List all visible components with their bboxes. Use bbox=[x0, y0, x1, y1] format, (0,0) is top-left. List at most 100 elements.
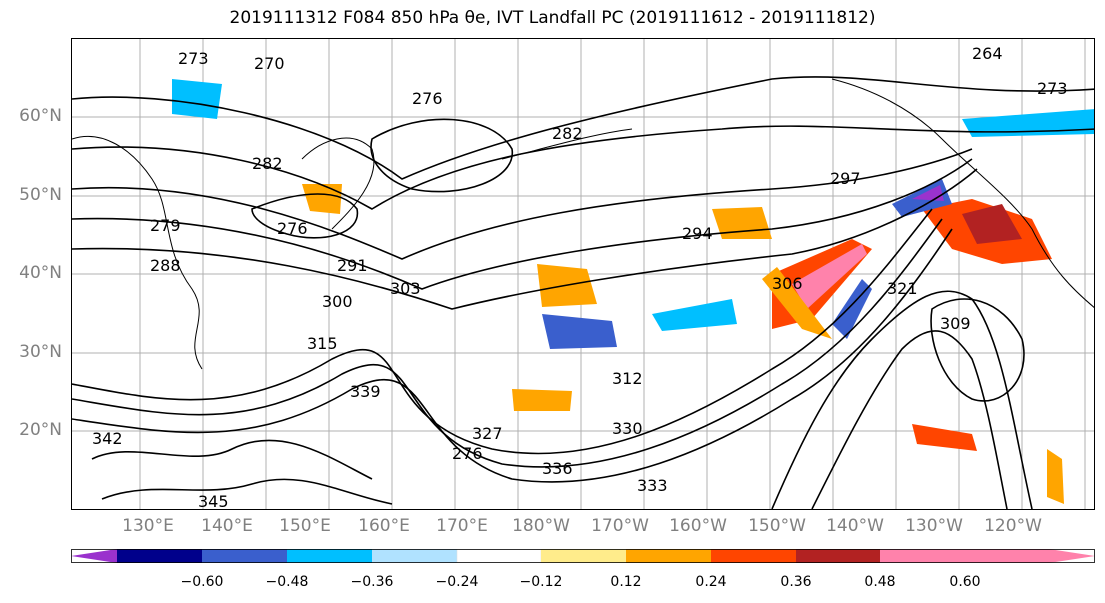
lon-label-150e: 150°E bbox=[279, 516, 331, 536]
colorbar-tick-label: −0.48 bbox=[265, 574, 309, 590]
contour-label: 342 bbox=[92, 429, 123, 448]
contour-line bbox=[930, 298, 1025, 402]
colorbar-swatch bbox=[626, 549, 711, 563]
contour-line bbox=[72, 168, 978, 310]
contour-label: 345 bbox=[198, 492, 229, 510]
coastline-asia bbox=[72, 135, 203, 370]
contour-label: 333 bbox=[637, 476, 668, 495]
contour-label: 312 bbox=[612, 369, 643, 388]
colorbar-tick-label: −0.36 bbox=[350, 574, 394, 590]
positive-patch-kamchatka bbox=[302, 184, 342, 214]
negative-patch-dateline bbox=[542, 314, 617, 349]
lon-label-130e: 130°E bbox=[122, 516, 174, 536]
map-svg: 273 270 276 282 279 276 282 288 291 294 … bbox=[72, 39, 1094, 510]
lon-label-160e: 160°E bbox=[358, 516, 410, 536]
colorbar-tick-label: −0.24 bbox=[435, 574, 479, 590]
colorbar-tick-label: −0.12 bbox=[519, 574, 563, 590]
colorbar-arrow-low bbox=[71, 549, 117, 563]
contour-line bbox=[101, 478, 393, 505]
lat-label-30n: 30°N bbox=[19, 342, 62, 362]
colorbar-tick-label: 0.48 bbox=[864, 574, 896, 590]
lon-label-150w: 150°W bbox=[748, 516, 806, 536]
contour-label: 303 bbox=[390, 279, 421, 298]
contour-label: 336 bbox=[542, 459, 573, 478]
colorbar-swatch bbox=[880, 549, 965, 563]
colorbar-tick-label: −0.60 bbox=[180, 574, 224, 590]
figure-title: 2019111312 F084 850 hPa θe, IVT Landfall… bbox=[229, 8, 876, 28]
positive-patch-coast-core bbox=[962, 204, 1022, 244]
contour-label: 282 bbox=[252, 154, 283, 173]
contour-label: 339 bbox=[350, 382, 381, 401]
lon-label-160w: 160°W bbox=[669, 516, 727, 536]
contour-line bbox=[72, 76, 1094, 180]
contour-label: 327 bbox=[472, 424, 503, 443]
contour-label: 291 bbox=[337, 256, 368, 275]
map-panel: 273 270 276 282 279 276 282 288 291 294 … bbox=[71, 38, 1095, 510]
contour-label: 321 bbox=[887, 279, 918, 298]
contour-label: 276 bbox=[277, 219, 308, 238]
colorbar-tick-label: 0.60 bbox=[949, 574, 981, 590]
contour-labels: 273 270 276 282 279 276 282 288 291 294 … bbox=[92, 44, 1068, 510]
coastlines bbox=[72, 78, 1094, 370]
contour-line bbox=[811, 330, 1008, 509]
colorbar-swatch bbox=[117, 549, 202, 563]
lon-label-120w: 120°W bbox=[984, 516, 1042, 536]
lat-label-40n: 40°N bbox=[19, 263, 62, 283]
contour-label: 276 bbox=[412, 89, 443, 108]
lon-label-140e: 140°E bbox=[201, 516, 253, 536]
contour-label: 279 bbox=[150, 216, 181, 235]
contour-label: 264 bbox=[972, 44, 1003, 63]
lon-label-140w: 140°W bbox=[826, 516, 884, 536]
contour-line bbox=[72, 148, 973, 260]
colorbar-swatch bbox=[202, 549, 287, 563]
contour-line bbox=[72, 218, 943, 468]
lon-label-170e: 170°E bbox=[436, 516, 488, 536]
contour-label: 276 bbox=[452, 444, 483, 463]
lat-label-20n: 20°N bbox=[19, 420, 62, 440]
colorbar-tick-label: 0.24 bbox=[695, 574, 727, 590]
contour-label: 282 bbox=[552, 124, 583, 143]
positive-patch-edge bbox=[762, 267, 832, 339]
contour-label: 273 bbox=[178, 49, 209, 68]
contour-line bbox=[72, 125, 1094, 210]
colorbar-arrow-high bbox=[965, 549, 1095, 563]
contour-line bbox=[91, 439, 373, 480]
contour-label: 315 bbox=[307, 334, 338, 353]
negative-patch-northeast bbox=[962, 109, 1094, 137]
lon-label-170w: 170°W bbox=[591, 516, 649, 536]
strong-positive-patch bbox=[792, 244, 867, 309]
colorbar-swatch bbox=[541, 549, 626, 563]
contour-label: 288 bbox=[150, 256, 181, 275]
colorbar-tick-label: 0.36 bbox=[780, 574, 812, 590]
coastline-aleutians bbox=[501, 128, 633, 160]
lon-label-130w: 130°W bbox=[905, 516, 963, 536]
contour-label: 297 bbox=[830, 169, 861, 188]
contour-label: 330 bbox=[612, 419, 643, 438]
contour-label: 294 bbox=[682, 224, 713, 243]
negative-patch-okhotsk bbox=[172, 79, 222, 119]
colorbar-swatch bbox=[287, 549, 372, 563]
contour-label: 306 bbox=[772, 274, 803, 293]
colorbar-swatch bbox=[711, 549, 796, 563]
colorbar-swatch bbox=[796, 549, 880, 563]
lon-label-180w: 180°W bbox=[512, 516, 570, 536]
positive-patch-subtropic bbox=[912, 424, 977, 451]
coastline-north-america bbox=[831, 78, 1094, 308]
lat-label-60n: 60°N bbox=[19, 106, 62, 126]
contour-line bbox=[72, 228, 953, 483]
contour-line bbox=[72, 208, 933, 455]
negative-patch-midpacific bbox=[652, 299, 737, 331]
contour-label: 273 bbox=[1037, 79, 1068, 98]
colorbar bbox=[71, 549, 1095, 563]
contour-label: 270 bbox=[254, 54, 285, 73]
contour-line bbox=[251, 193, 359, 239]
colorbar-tick-label: 0.12 bbox=[610, 574, 642, 590]
positive-patch-north bbox=[712, 207, 772, 239]
positive-patch-mexico bbox=[1047, 449, 1064, 504]
colorbar-swatch bbox=[456, 549, 542, 563]
contour-line bbox=[370, 118, 513, 193]
strong-negative-patch bbox=[912, 185, 944, 201]
contour-label: 300 bbox=[322, 292, 353, 311]
positive-patch-tropic bbox=[512, 389, 572, 411]
contour-label: 309 bbox=[940, 314, 971, 333]
